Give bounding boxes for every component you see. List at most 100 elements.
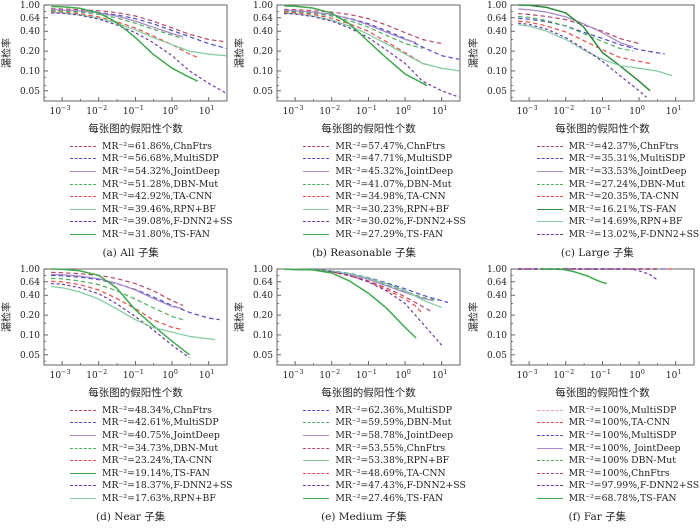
y-tick-label: 0.20	[20, 311, 40, 321]
y-axis-label: 漏检率	[467, 302, 480, 332]
legend-line-sample	[303, 196, 330, 198]
curve-ChnFtrs	[284, 268, 432, 312]
y-tick-label: 0.40	[253, 27, 273, 37]
legend-line-sample	[303, 472, 330, 474]
curve-ChnFtrs	[284, 8, 443, 45]
legend-line-sample	[536, 447, 563, 449]
legend-line-sample	[303, 485, 330, 487]
curve-TS-FAN	[284, 5, 428, 87]
legend-line-sample	[536, 145, 563, 147]
legend-line-sample	[303, 183, 330, 185]
legend-item-ChnFtrs: MR⁻²=48.34%,ChnFtrs	[70, 404, 233, 417]
legend-line-sample	[303, 208, 330, 210]
legend-all: MR⁻²=61.86%,ChnFtrs MR⁻²=56.68%,MultiSDP M…	[70, 140, 233, 241]
legend-item-F-DNN2+SS: MR⁻²=30.02%,F-DNN2+SS	[303, 216, 466, 229]
x-tick-label: 100	[162, 368, 178, 381]
x-tick-label: 10−3	[516, 368, 537, 381]
legend-item-ChnFtrs: MR⁻²=53.55%,ChnFtrs	[303, 442, 466, 455]
subplot-caption-e: (e) Medium 子集	[321, 510, 407, 523]
legend-item-DBN-Mut: MR⁻²=51.28%,DBN-Mut	[70, 178, 233, 191]
legend-item-TA-CNN: MR⁻²=34.98%,TA-CNN	[303, 190, 466, 203]
y-tick-label: 0.10	[20, 67, 40, 77]
legend-line-sample	[536, 485, 563, 487]
legend-item-RPN+BF: MR⁻²=39.46%,RPN+BF	[70, 203, 233, 216]
legend-label: MR⁻²=59.59%,DBN-Mut	[335, 417, 452, 429]
legend-label: MR⁻²=48.69%,TA-CNN	[335, 467, 446, 479]
legend-line-sample	[70, 472, 96, 474]
y-tick-label: 0.64	[253, 14, 273, 24]
legend-label: MR⁻²=13.02%,F-DNN2+SS	[568, 228, 700, 240]
legend-label: MR⁻²=42.92%,TA-CNN	[102, 191, 213, 203]
legend-item-RPN+BF: MR⁻²=14.69%,RPN+BF	[536, 216, 700, 229]
legend-item-TS-FAN: MR⁻²=68.78%,TS-FAN	[536, 492, 700, 505]
y-tick-label: 0.05	[253, 351, 273, 361]
y-tick-label: 0.05	[253, 87, 273, 97]
legend-label: MR⁻²=30.02%,F-DNN2+SS	[335, 216, 466, 228]
legend-label: MR⁻²=16.21%,TS-FAN	[568, 203, 677, 215]
legend-label: MR⁻²=58.78%,JointDeep	[335, 429, 454, 441]
curve-TA-CNN	[284, 11, 432, 67]
miss-rate-plot-near: 1.00 0.64 0.40 0.20 0.10 0.05 10−3 10−2 10−1 100 1…	[0, 264, 233, 402]
x-axis-label: 每张图的假阳性个数	[555, 122, 650, 135]
curve-JointDeep	[51, 273, 184, 310]
y-tick-label: 0.20	[253, 311, 273, 321]
curve-TS-FAN	[284, 268, 417, 339]
plot-svg: 1.00 0.64 0.40 0.20 0.10 0.05 10−3 10−2 10−1 100 1…	[467, 1, 695, 135]
x-tick-label: 100	[162, 104, 178, 117]
x-tick-label: 101	[666, 368, 682, 381]
legend-label: MR⁻²=100% DBN-Mut	[568, 455, 676, 467]
miss-rate-plot-medium: 1.00 0.64 0.40 0.20 0.10 0.05 10−3 10−2 10−1 100 1…	[233, 264, 466, 402]
legend-line-sample	[70, 158, 96, 160]
legend-line-sample	[536, 460, 563, 462]
legend-item-RPN+BF: MR⁻²=53.38%,RPN+BF	[303, 454, 466, 467]
subplot-caption-d: (d) Near 子集	[96, 510, 166, 523]
legend-line-sample	[303, 145, 330, 147]
y-tick-label: 0.64	[253, 278, 273, 288]
legend-label: MR⁻²=39.08%,F-DNN2+SS	[102, 216, 233, 228]
curve-MultiSDP	[284, 10, 460, 60]
subplot-b: 1.00 0.64 0.40 0.20 0.10 0.05 10−3 10−2 10−1 100 1…	[233, 0, 466, 264]
y-tick-label: 0.05	[487, 351, 507, 361]
legend-item-ChnFtrs: MR⁻²=100%,ChnFtrs	[536, 467, 700, 480]
legend-large: MR⁻²=42.37%,ChnFtrs MR⁻²=35.31%,MultiSDP M…	[536, 140, 700, 241]
legend-item-MultiSDP-2: MR⁻²=100%,MultiSDP	[536, 429, 700, 442]
legend-label: MR⁻²=35.31%,MultiSDP	[568, 153, 686, 165]
y-tick-label: 0.05	[20, 351, 40, 361]
legend-item-RPN+BF: MR⁻²=30.23%,RPN+BF	[303, 203, 466, 216]
plot-svg: 1.00 0.64 0.40 0.20 0.10 0.05 10−3 10−2 10−1 100 1…	[467, 265, 695, 399]
legend-line-sample	[303, 434, 330, 436]
legend-label: MR⁻²=68.78%,TS-FAN	[568, 492, 677, 504]
legend-label: MR⁻²=47.71%,MultiSDP	[335, 153, 452, 165]
legend-line-sample	[536, 422, 563, 424]
legend-label: MR⁻²=51.28%,DBN-Mut	[102, 178, 219, 190]
y-tick-label: 0.40	[253, 291, 273, 301]
curve-TS-FAN	[539, 268, 607, 285]
plot-svg: 1.00 0.64 0.40 0.20 0.10 0.05 10−3 10−2 10−1 100 1…	[0, 1, 228, 135]
legend-line-sample	[536, 208, 563, 210]
x-tick-label: 10−3	[516, 104, 537, 117]
y-tick-label: 0.20	[487, 311, 507, 321]
curve-DBN-Mut	[51, 277, 184, 321]
legend-item-JointDeep: MR⁻²=40.75%,JointDeep	[70, 429, 233, 442]
legend-item-TA-CNN: MR⁻²=48.69%,TA-CNN	[303, 467, 466, 480]
legend-line-sample	[536, 497, 563, 499]
axes-box	[276, 268, 461, 366]
legend-line-sample	[303, 233, 330, 235]
curve-TA-CNN	[284, 268, 424, 315]
legend-label: MR⁻²=41.07%,DBN-Mut	[335, 178, 452, 190]
y-tick-label: 1.00	[487, 1, 507, 11]
legend-label: MR⁻²=53.55%,ChnFtrs	[335, 442, 446, 454]
legend-label: MR⁻²=33.53%,JointDeep	[568, 165, 687, 177]
legend-item-DBN-Mut: MR⁻²=100% DBN-Mut	[536, 454, 700, 467]
x-tick-label: 101	[199, 104, 215, 117]
curve-DBN-Mut	[284, 10, 423, 49]
y-tick-label: 0.10	[253, 67, 273, 77]
curve-TS-FAN	[51, 5, 199, 82]
legend-line-sample	[303, 409, 330, 411]
legend-label: MR⁻²=56.68%,MultiSDP	[102, 153, 219, 165]
y-tick-label: 1.00	[20, 265, 40, 275]
x-tick-label: 10−2	[86, 368, 107, 381]
legend-item-DBN-Mut: MR⁻²=59.59%,DBN-Mut	[303, 417, 466, 430]
miss-rate-plot-reasonable: 1.00 0.64 0.40 0.20 0.10 0.05 10−3 10−2 10−1 100 1…	[233, 0, 466, 138]
x-tick-label: 101	[432, 104, 448, 117]
